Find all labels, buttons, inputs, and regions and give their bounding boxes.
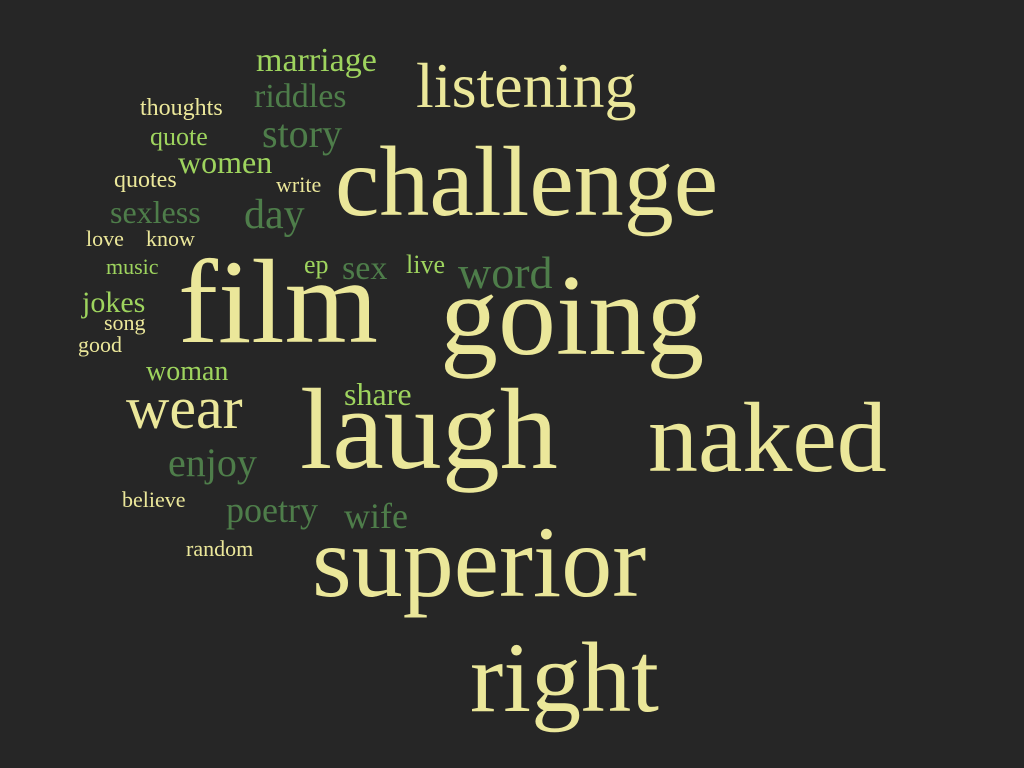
word-quote: quote	[150, 122, 208, 151]
word-film: film	[178, 235, 378, 368]
word-enjoy: enjoy	[168, 440, 257, 485]
word-know: know	[146, 226, 195, 251]
word-music: music	[106, 254, 159, 279]
word-share: share	[344, 376, 412, 412]
word-thoughts: thoughts	[140, 95, 223, 121]
word-song: song	[104, 310, 146, 335]
word-right: right	[470, 622, 659, 733]
word-wear: wear	[126, 375, 243, 441]
word-love: love	[86, 226, 124, 251]
word-day: day	[244, 192, 305, 238]
word-live: live	[406, 250, 445, 279]
word-women: women	[178, 144, 273, 180]
word-laugh: laugh	[300, 366, 558, 494]
word-quotes: quotes	[114, 167, 177, 193]
word-marriage: marriage	[256, 42, 377, 79]
word-superior: superior	[312, 506, 647, 619]
word-good: good	[78, 332, 122, 357]
word-word: word	[458, 247, 553, 298]
word-believe: believe	[122, 487, 186, 512]
word-sexless: sexless	[110, 194, 201, 230]
word-poetry: poetry	[226, 490, 318, 530]
word-riddles: riddles	[254, 78, 347, 115]
word-naked: naked	[648, 382, 887, 493]
word-random: random	[186, 536, 254, 561]
word-wife: wife	[344, 496, 408, 536]
word-story: story	[262, 111, 342, 156]
word-going: going	[440, 252, 705, 380]
word-ep: ep	[304, 250, 329, 279]
word-write: write	[276, 172, 322, 197]
word-sex: sex	[342, 250, 388, 287]
word-jokes: jokes	[82, 286, 146, 319]
word-listening: listening	[416, 50, 637, 121]
word-challenge: challenge	[335, 126, 719, 237]
word-woman: woman	[146, 356, 229, 387]
